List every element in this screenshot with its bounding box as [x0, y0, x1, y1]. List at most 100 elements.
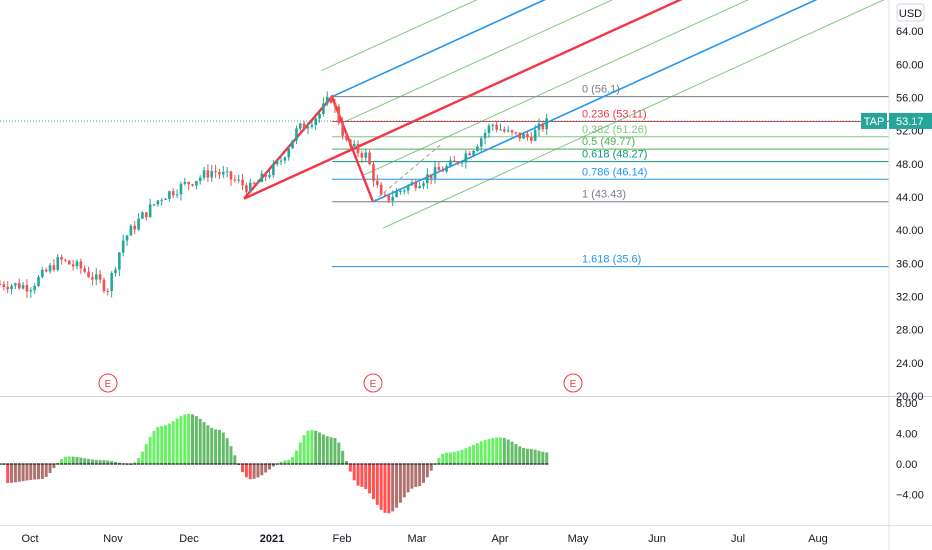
candle-body: [345, 135, 348, 140]
histogram-bar: [479, 441, 483, 464]
earnings-marker[interactable]: [363, 373, 383, 393]
candle-body: [491, 124, 495, 126]
histogram-bar: [25, 464, 29, 481]
histogram-bar: [437, 457, 441, 464]
earnings-marker-label[interactable]: E: [105, 379, 112, 390]
candle-body: [283, 157, 287, 161]
pitchfork-outer-line[interactable]: [331, 0, 932, 98]
candle-body: [302, 123, 306, 129]
candle-body: [499, 129, 502, 131]
candle-body: [210, 171, 214, 178]
candle-body: [272, 163, 275, 176]
histogram-bar: [248, 464, 252, 480]
candle-body: [195, 181, 198, 186]
histogram-bar: [60, 459, 64, 464]
histogram-bar: [383, 464, 387, 513]
candle-body: [530, 137, 533, 141]
candle-body: [360, 153, 364, 158]
candle-body: [372, 164, 375, 181]
fib-retracement[interactable]: 0 (56.1) 0.236 (53.11) 0.382 (51.26)0.5 (4…: [332, 84, 889, 268]
candle-body: [68, 260, 71, 265]
candle-body: [245, 185, 248, 192]
indicator-tick-label: −4.00: [896, 489, 924, 501]
histogram-bar: [133, 462, 137, 464]
histogram-bar: [67, 456, 71, 464]
histogram-bar: [279, 461, 283, 464]
histogram-bar: [460, 449, 464, 464]
earnings-marker[interactable]: [563, 373, 583, 393]
histogram-bar: [37, 464, 40, 480]
histogram-bar: [422, 464, 425, 483]
histogram-bar: [371, 464, 375, 500]
candle-body: [83, 268, 86, 272]
pitchfork-inner-line[interactable]: [321, 0, 932, 71]
histogram-bar: [167, 423, 171, 464]
candle-body: [37, 276, 40, 286]
fib-level-label: 0 (56.1): [582, 84, 620, 96]
ticker-symbol[interactable]: TAP: [864, 116, 885, 128]
candle-body: [14, 283, 17, 286]
histogram-bar: [256, 464, 260, 478]
pitchfork-inner-line[interactable]: [342, 0, 932, 124]
pitchfork-inner-line[interactable]: [362, 0, 932, 176]
fib-level-label: 0.5 (49.77): [582, 136, 635, 148]
earnings-marker-label[interactable]: E: [570, 379, 577, 390]
currency-box[interactable]: [896, 3, 925, 22]
candle-body: [183, 182, 187, 184]
fib-level-label: 0.786 (46.14): [582, 166, 647, 178]
pitchfork-inner-line[interactable]: [383, 0, 932, 229]
histogram-bar: [499, 437, 502, 464]
candle-body: [287, 148, 291, 158]
indicator-tick-label: 8.00: [896, 398, 917, 410]
histogram-bar: [356, 464, 360, 486]
ticker-tag[interactable]: [861, 112, 887, 129]
histogram-bar: [329, 437, 333, 464]
time-tick-label: Nov: [103, 533, 123, 545]
candle-body: [441, 170, 445, 172]
histogram-bar: [452, 451, 456, 464]
histogram-bar: [418, 464, 422, 487]
candle-body: [60, 257, 63, 260]
candle-body: [264, 173, 267, 177]
histogram-bar: [13, 464, 17, 483]
histogram-bar: [333, 438, 337, 464]
candle-body: [75, 261, 79, 267]
candle-body: [279, 160, 283, 162]
histogram-bar: [283, 460, 287, 464]
candle-body: [79, 261, 83, 269]
earnings-marker[interactable]: [98, 373, 118, 393]
candle-body: [33, 285, 36, 291]
earnings-marker-label[interactable]: E: [370, 379, 377, 390]
histogram-bar: [83, 458, 87, 464]
candle-body: [325, 96, 329, 104]
candle-body: [94, 274, 98, 280]
histogram-bar: [337, 442, 341, 464]
time-tick-label: May: [568, 533, 589, 545]
histogram-bar: [106, 460, 110, 464]
candle-body: [395, 191, 398, 198]
candle-body: [433, 167, 437, 179]
pitchfork-handle[interactable]: [243, 94, 375, 203]
histogram-bar: [229, 446, 233, 464]
histogram-bar: [398, 464, 402, 503]
candle-body: [337, 106, 341, 124]
histogram-bar: [537, 450, 541, 464]
candle-body: [341, 123, 344, 136]
candle-body: [445, 165, 448, 172]
histogram-bar: [244, 464, 248, 478]
candle-body: [495, 124, 498, 130]
histogram-bar: [102, 460, 106, 464]
candle-body: [503, 129, 506, 132]
histogram-bar: [164, 425, 168, 464]
candle-body: [48, 265, 52, 272]
candle-body: [522, 134, 525, 139]
histogram-bar: [6, 464, 10, 483]
candle-body: [145, 212, 148, 218]
candle-body: [506, 130, 510, 132]
histogram-bar: [545, 452, 549, 464]
currency-label[interactable]: USD: [899, 8, 922, 20]
histogram-bar: [137, 458, 141, 464]
histogram-bar: [140, 451, 144, 464]
